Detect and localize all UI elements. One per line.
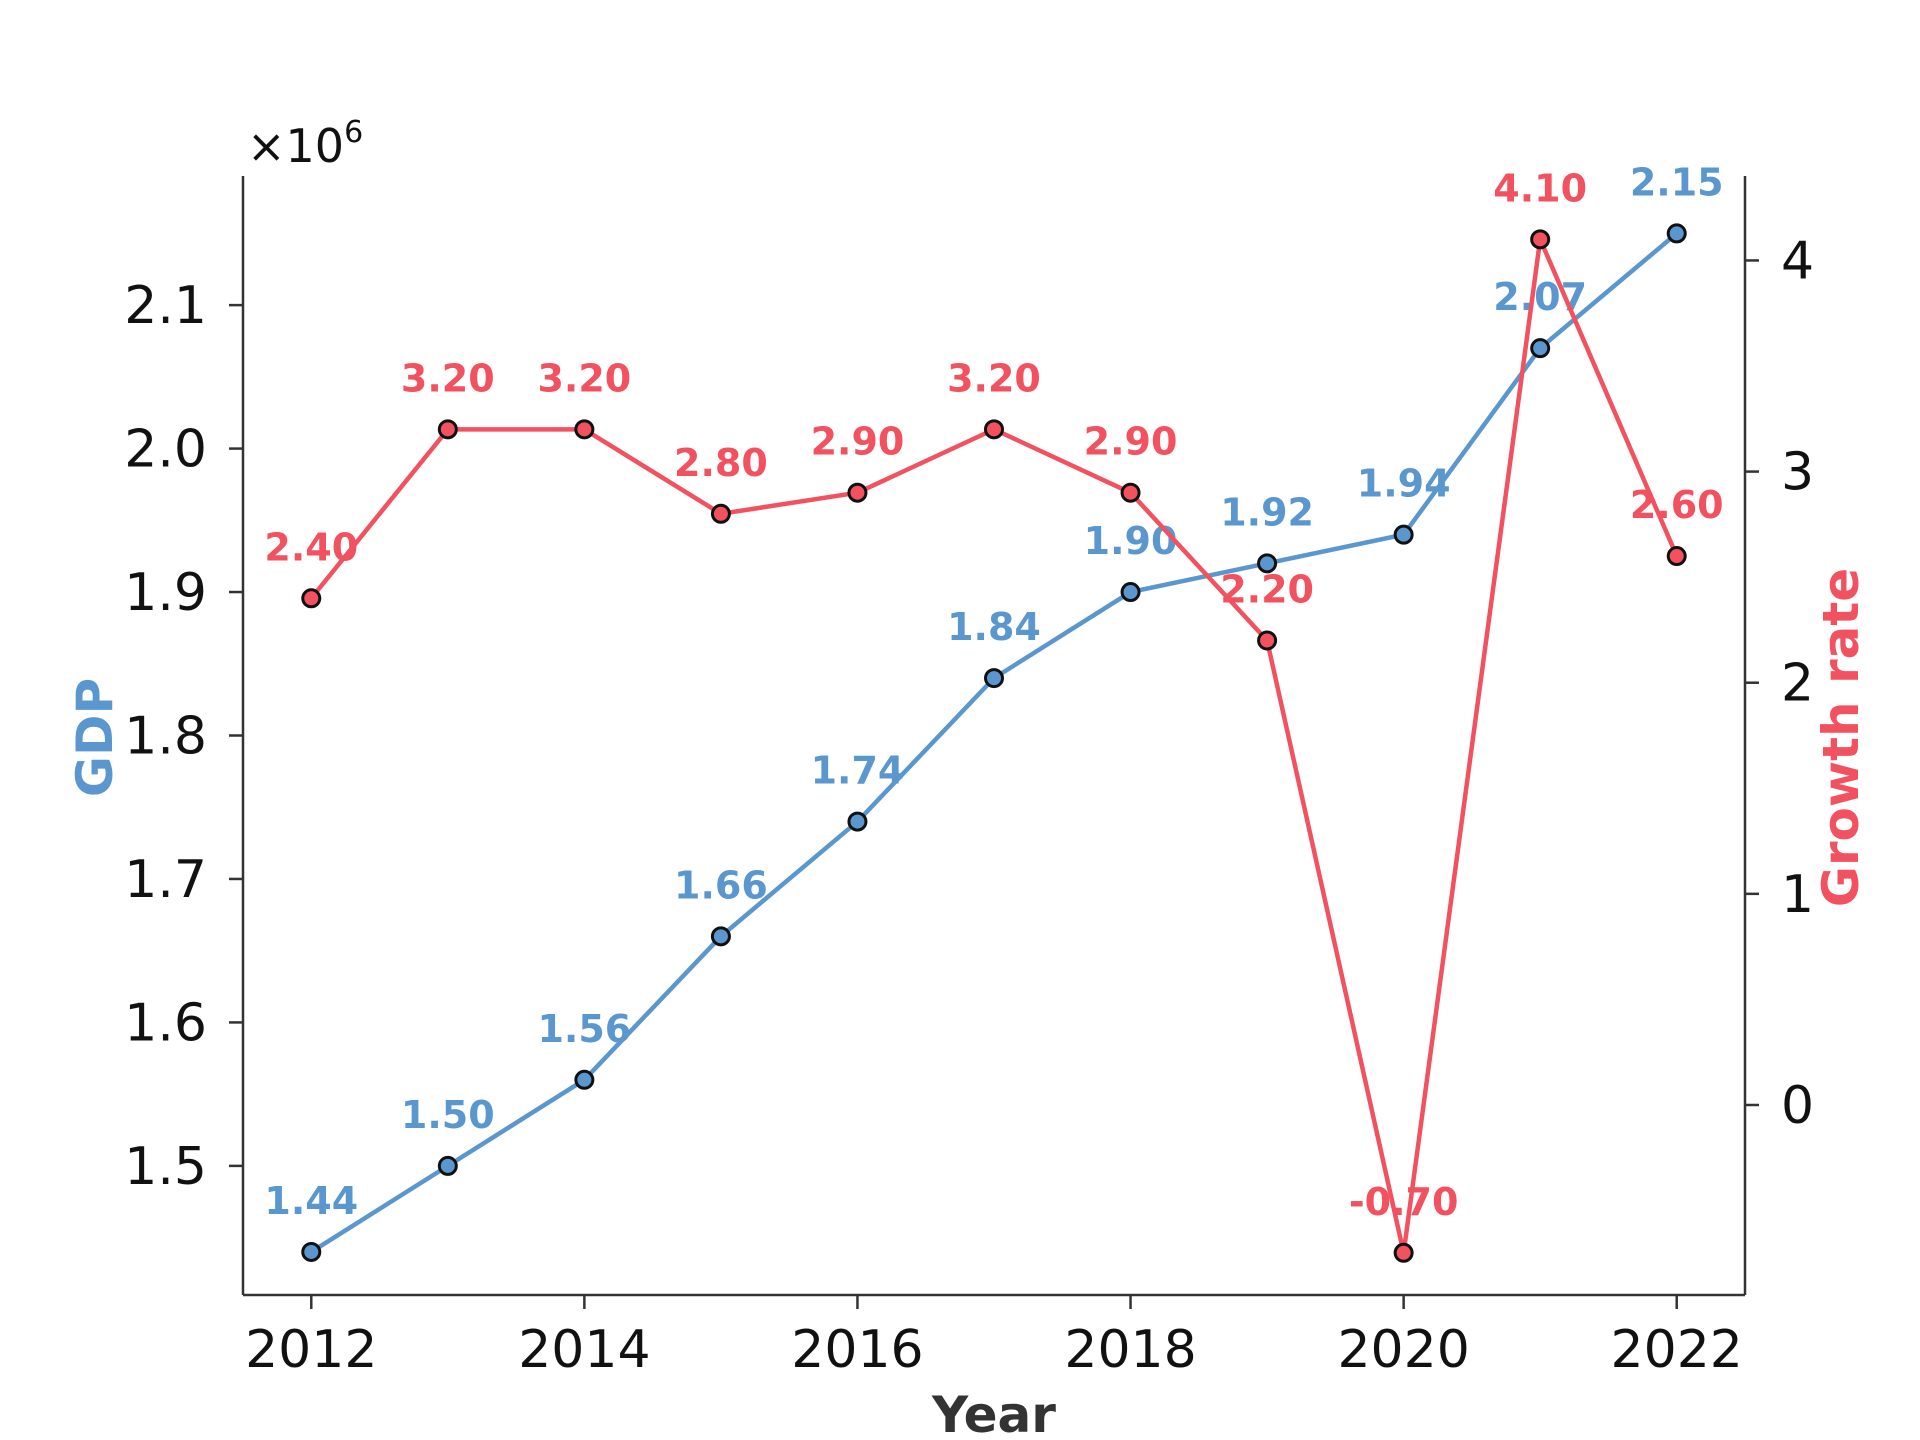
- gdp-data-point: [710, 926, 731, 947]
- left-axis-multiplier: ×106: [247, 115, 363, 173]
- gdp-data-label: 2.15: [1630, 160, 1724, 204]
- right-y-axis-title: Growth rate: [1812, 568, 1870, 907]
- growth-rate-data-label: 2.40: [264, 525, 358, 569]
- gdp-data-label: 1.44: [264, 1179, 358, 1223]
- gdp-data-point: [301, 1241, 322, 1262]
- gdp-data-point: [847, 811, 868, 832]
- gdp-data-label: 1.74: [811, 749, 905, 793]
- gdp-data-label: 1.66: [674, 863, 768, 907]
- x-tick-label: 2016: [791, 1320, 923, 1380]
- gdp-data-label: 1.56: [537, 1007, 631, 1051]
- growth-rate-data-label: 2.90: [811, 420, 905, 464]
- growth-rate-data-label: 3.20: [401, 356, 495, 400]
- growth-rate-data-point: [1120, 482, 1141, 503]
- left-y-tick-label: 2.1: [124, 276, 207, 336]
- right-y-tick-label: 4: [1781, 231, 1814, 291]
- multiplier-base: ×10: [247, 119, 344, 173]
- left-y-tick-label: 1.8: [124, 707, 207, 767]
- growth-rate-data-point: [574, 419, 595, 440]
- right-y-tick-label: 0: [1781, 1076, 1814, 1136]
- left-y-tick-label: 1.6: [124, 993, 207, 1053]
- gdp-data-point: [437, 1155, 458, 1176]
- multiplier-exponent: 6: [344, 115, 363, 150]
- growth-rate-data-label: 3.20: [537, 356, 631, 400]
- growth-rate-data-label: 3.20: [947, 356, 1041, 400]
- gdp-data-label: 1.84: [947, 605, 1041, 649]
- right-y-tick-label: 1: [1781, 865, 1814, 925]
- left-y-tick-label: 1.5: [124, 1137, 207, 1197]
- growth-rate-data-point: [710, 503, 731, 524]
- growth-rate-data-point: [301, 588, 322, 609]
- growth-rate-data-point: [1257, 630, 1278, 651]
- x-tick-label: 2022: [1611, 1320, 1743, 1380]
- gdp-data-point: [574, 1069, 595, 1090]
- x-tick-label: 2012: [245, 1320, 377, 1380]
- x-tick-label: 2014: [518, 1320, 650, 1380]
- growth-rate-data-label: 2.20: [1220, 567, 1314, 611]
- growth-rate-data-label: 2.80: [674, 441, 768, 485]
- growth-rate-data-point: [437, 419, 458, 440]
- gdp-data-point: [1120, 582, 1141, 603]
- growth-rate-data-point: [984, 419, 1004, 440]
- growth-rate-data-point: [1530, 229, 1551, 250]
- left-y-tick-label: 1.9: [124, 563, 207, 623]
- right-y-tick-label: 3: [1781, 443, 1814, 503]
- gdp-data-point: [984, 668, 1004, 689]
- growth-rate-data-point: [1666, 546, 1687, 567]
- growth-rate-data-point: [847, 482, 868, 503]
- right-y-tick-label: 2: [1781, 654, 1814, 714]
- growth-rate-data-label: 2.90: [1084, 420, 1178, 464]
- gdp-data-label: 1.92: [1220, 490, 1314, 534]
- left-y-tick-label: 1.7: [124, 850, 207, 910]
- gdp-data-label: 1.94: [1357, 462, 1451, 506]
- gdp-data-point: [1257, 553, 1278, 574]
- growth-rate-data-point: [1393, 1242, 1414, 1263]
- gdp-data-label: 1.50: [401, 1093, 495, 1137]
- growth-rate-data-label: 2.60: [1630, 483, 1724, 527]
- gdp-data-point: [1530, 338, 1551, 359]
- left-y-tick-label: 2.0: [124, 420, 207, 480]
- growth-rate-data-label: -0.70: [1349, 1180, 1459, 1224]
- gdp-data-point: [1666, 223, 1687, 244]
- growth-rate-data-label: 4.10: [1493, 166, 1587, 210]
- x-tick-label: 2020: [1337, 1320, 1469, 1380]
- left-y-axis-title: GDP: [66, 678, 124, 797]
- x-axis-title: Year: [931, 1386, 1056, 1440]
- x-tick-label: 2018: [1064, 1320, 1196, 1380]
- gdp-data-point: [1393, 524, 1414, 545]
